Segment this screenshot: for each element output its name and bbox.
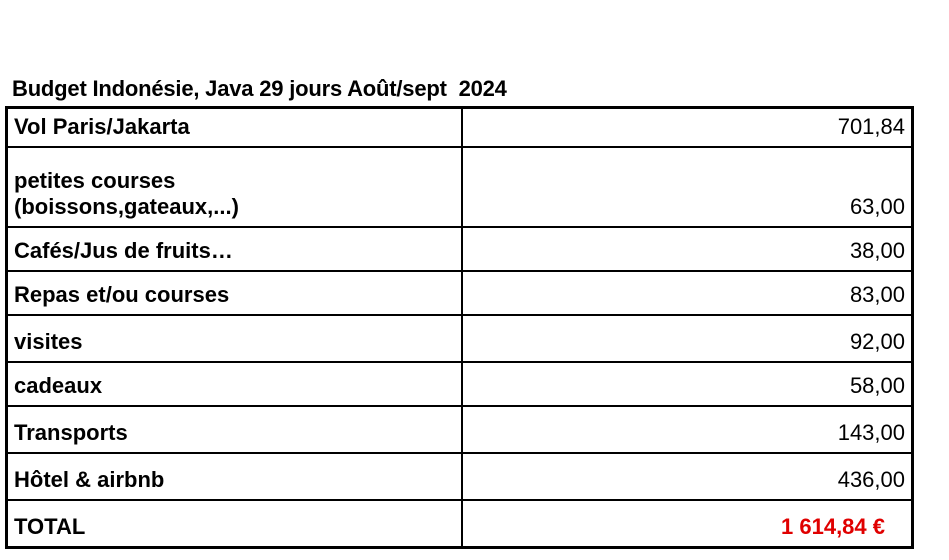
budget-table: Vol Paris/Jakarta 701,84 petites courses… xyxy=(5,106,914,549)
row-label: Repas et/ou courses xyxy=(5,269,463,316)
row-label-line: petites courses xyxy=(14,167,176,193)
table-row: Vol Paris/Jakarta 701,84 xyxy=(5,106,914,148)
row-value: 92,00 xyxy=(461,313,914,363)
row-value: 83,00 xyxy=(461,269,914,316)
total-row: TOTAL 1 614,84 € xyxy=(5,498,914,549)
document-title: Budget Indonésie, Java 29 jours Août/sep… xyxy=(12,76,507,101)
row-label: petites courses (boissons,gateaux,...) xyxy=(5,145,463,228)
table-row: visites 92,00 xyxy=(5,313,914,363)
row-label: Cafés/Jus de fruits… xyxy=(5,225,463,272)
row-label: visites xyxy=(5,313,463,363)
row-label: Hôtel & airbnb xyxy=(5,451,463,501)
total-label: TOTAL xyxy=(5,498,463,549)
row-label: Transports xyxy=(5,404,463,454)
table-row: cadeaux 58,00 xyxy=(5,360,914,407)
row-value: 63,00 xyxy=(461,145,914,228)
row-value: 436,00 xyxy=(461,451,914,501)
row-value: 143,00 xyxy=(461,404,914,454)
row-label-line: (boissons,gateaux,...) xyxy=(14,193,239,219)
table-row: Transports 143,00 xyxy=(5,404,914,454)
table-row: petites courses (boissons,gateaux,...) 63… xyxy=(5,145,914,228)
row-value: 701,84 xyxy=(461,106,914,148)
row-value: 38,00 xyxy=(461,225,914,272)
row-label: Vol Paris/Jakarta xyxy=(5,106,463,148)
row-value: 58,00 xyxy=(461,360,914,407)
row-label: cadeaux xyxy=(5,360,463,407)
table-row: Hôtel & airbnb 436,00 xyxy=(5,451,914,501)
total-value: 1 614,84 € xyxy=(461,498,914,549)
table-row: Repas et/ou courses 83,00 xyxy=(5,269,914,316)
table-row: Cafés/Jus de fruits… 38,00 xyxy=(5,225,914,272)
